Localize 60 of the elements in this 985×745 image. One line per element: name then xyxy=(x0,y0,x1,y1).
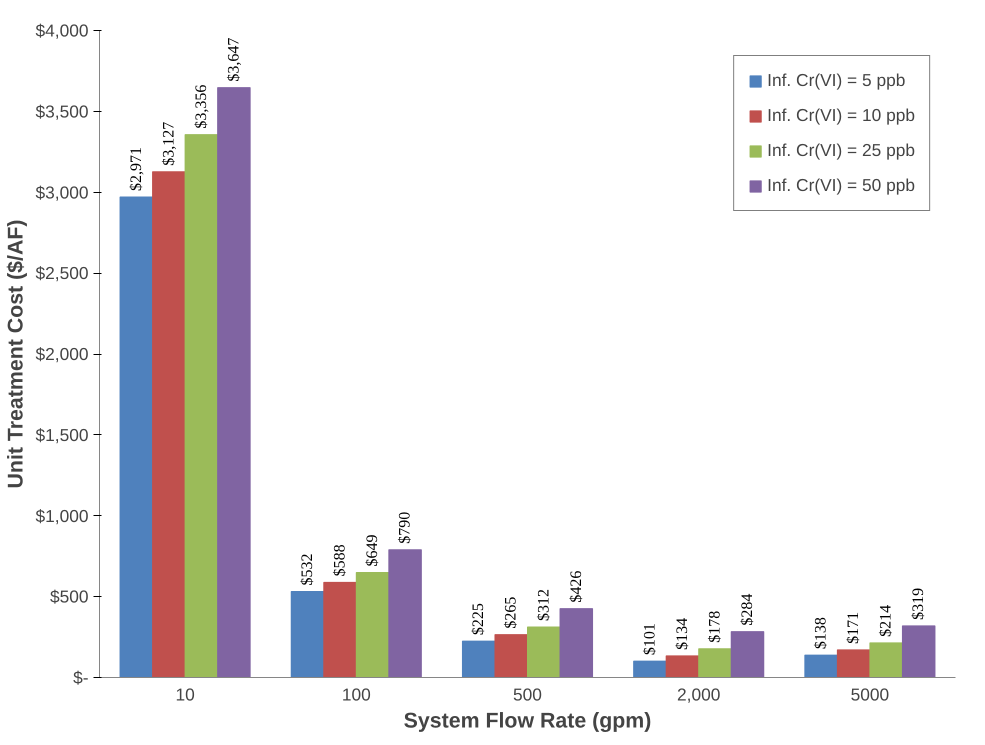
legend-label: Inf. Cr(VI) = 50 ppb xyxy=(767,175,915,196)
x-tick-label: 2,000 xyxy=(677,684,720,704)
y-tick-label: $3,500 xyxy=(36,101,88,122)
data-label: $312 xyxy=(535,589,552,622)
legend-label: Inf. Cr(VI) = 25 ppb xyxy=(767,140,915,161)
bar xyxy=(388,549,422,678)
y-tick-label: $4,000 xyxy=(36,20,88,40)
bar xyxy=(323,582,357,678)
bar xyxy=(527,626,561,678)
y-tick-label: $2,500 xyxy=(36,263,88,284)
x-tick-label: 100 xyxy=(342,684,371,704)
data-label: $3,127 xyxy=(160,122,178,166)
bar xyxy=(633,660,667,678)
x-tick-label: 5000 xyxy=(850,684,890,704)
bar xyxy=(152,171,186,678)
data-label: $225 xyxy=(470,603,488,636)
bar xyxy=(666,655,700,678)
data-label: $178 xyxy=(706,610,724,643)
bar xyxy=(730,631,764,678)
data-label: $790 xyxy=(396,512,414,544)
data-label: $101 xyxy=(641,623,658,656)
bar xyxy=(494,634,528,678)
data-label: $171 xyxy=(845,612,862,644)
bar xyxy=(462,640,496,678)
data-label: $3,356 xyxy=(192,84,210,129)
data-label: $2,971 xyxy=(128,146,145,191)
y-tick-label: $500 xyxy=(50,586,89,607)
data-label: $532 xyxy=(299,553,316,586)
bar xyxy=(804,654,838,678)
y-tick-label: $- xyxy=(73,668,89,688)
data-label: $649 xyxy=(364,534,382,567)
data-label: $138 xyxy=(812,617,830,650)
bar xyxy=(217,87,251,678)
data-label: $319 xyxy=(910,588,928,620)
y-tick-label: $3,000 xyxy=(36,182,88,202)
y-tick-label: $2,000 xyxy=(36,344,88,364)
bar xyxy=(698,648,732,678)
bar xyxy=(356,572,390,678)
x-tick-label: 500 xyxy=(513,684,542,704)
bar xyxy=(184,134,218,678)
bar xyxy=(560,608,594,678)
bar xyxy=(869,642,903,678)
x-tick-label: 10 xyxy=(175,684,195,704)
data-label: $265 xyxy=(502,596,520,629)
x-axis-title: System Flow Rate (gpm) xyxy=(404,708,652,732)
data-label: $426 xyxy=(568,570,585,603)
bar xyxy=(836,649,870,678)
y-axis-title: Unit Treatment Cost ($/AF) xyxy=(4,219,28,488)
y-tick-label: $1,000 xyxy=(36,506,88,526)
data-label: $284 xyxy=(738,594,756,626)
bar xyxy=(902,625,936,678)
bar xyxy=(120,196,154,678)
data-label: $134 xyxy=(674,618,691,650)
legend-label: Inf. Cr(VI) = 5 ppb xyxy=(767,70,906,91)
data-label: $214 xyxy=(878,604,895,637)
bar xyxy=(290,590,324,678)
data-label: $3,647 xyxy=(225,38,242,82)
data-label: $588 xyxy=(332,544,349,576)
y-tick-label: $1,500 xyxy=(36,424,88,445)
legend-label: Inf. Cr(VI) = 10 ppb xyxy=(767,105,915,126)
